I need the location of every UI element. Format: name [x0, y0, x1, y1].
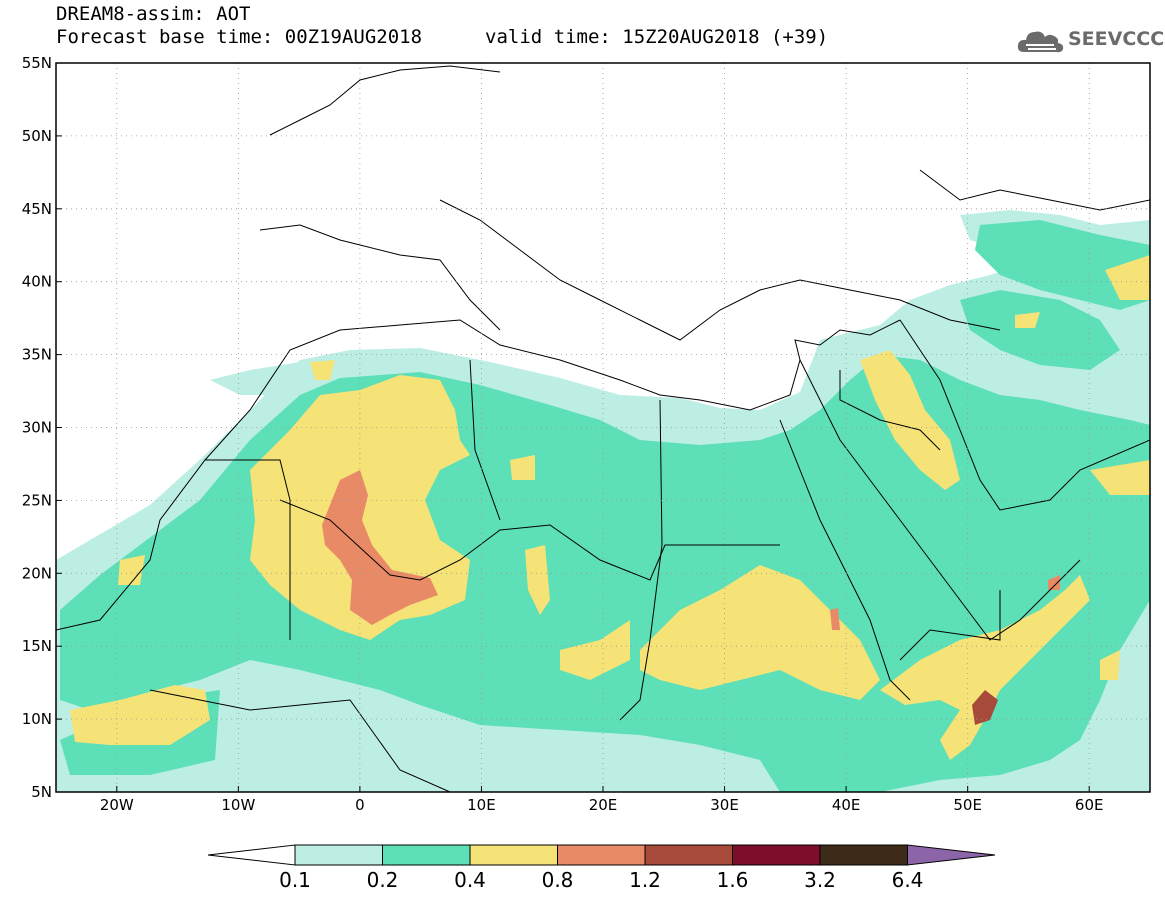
legend-swatch [557, 844, 646, 866]
legend-label: 3.2 [804, 868, 836, 892]
lat-tick-label: 30N [22, 419, 52, 437]
lat-tick-label: 15N [22, 637, 52, 655]
lon-tick-label: 50E [953, 796, 982, 814]
seevccc-logo: SEEVCCC [1016, 24, 1164, 60]
forecast-base-time: Forecast base time: 00Z19AUG2018 [56, 26, 423, 48]
lat-axis: 5N 10N 15N 20N 25N 30N 35N 40N 45N 50N 55N [22, 54, 62, 801]
lat-tick-label: 35N [22, 346, 52, 364]
legend-swatch [907, 844, 996, 866]
lat-tick-label: 50N [22, 127, 52, 145]
lat-tick-label: 10N [22, 710, 52, 728]
lon-tick-label: 20W [100, 796, 134, 814]
lon-tick-label: 10W [221, 796, 255, 814]
aot-band-0.8-1.2 [322, 470, 1060, 630]
lon-tick-label: 40E [832, 796, 861, 814]
legend-label: 0.4 [454, 868, 486, 892]
legend-swatch [294, 844, 383, 866]
lon-tick-label: 0 [355, 796, 365, 814]
legend-swatch [644, 844, 733, 866]
legend-swatch [819, 844, 908, 866]
valid-time: valid time: 15Z20AUG2018 (+39) [485, 26, 829, 48]
legend-label: 0.2 [367, 868, 399, 892]
cloud-logo-icon [1017, 31, 1064, 53]
lat-tick-label: 25N [22, 491, 52, 509]
legend-label: 1.6 [717, 868, 749, 892]
lon-tick-label: 10E [467, 796, 496, 814]
legend-swatch [382, 844, 471, 866]
legend-label: 0.8 [542, 868, 574, 892]
aot-fields [56, 65, 1150, 792]
lon-tick-label: 30E [710, 796, 739, 814]
lat-tick-label: 45N [22, 200, 52, 218]
lat-tick-label: 20N [22, 564, 52, 582]
legend-label: 1.2 [629, 868, 661, 892]
lat-tick-label: 5N [31, 783, 52, 801]
coastlines-borders [56, 65, 1150, 792]
logo-text: SEEVCCC [1068, 28, 1165, 50]
lat-tick-label: 40N [22, 273, 52, 291]
legend-label: 0.1 [279, 868, 311, 892]
map-title: DREAM8-assim: AOT [56, 3, 251, 25]
legend-swatch [732, 844, 821, 866]
legend-swatch [207, 844, 296, 866]
lon-tick-label: 20E [589, 796, 618, 814]
lat-tick-label: 55N [22, 54, 52, 72]
aot-band-1.2-1.6 [972, 690, 998, 725]
lon-tick-label: 60E [1075, 796, 1104, 814]
legend-swatch [469, 844, 558, 866]
legend-label: 6.4 [892, 868, 924, 892]
lon-axis: 20W 10W 0 10E 20E 30E 40E 50E 60E [100, 786, 1104, 814]
